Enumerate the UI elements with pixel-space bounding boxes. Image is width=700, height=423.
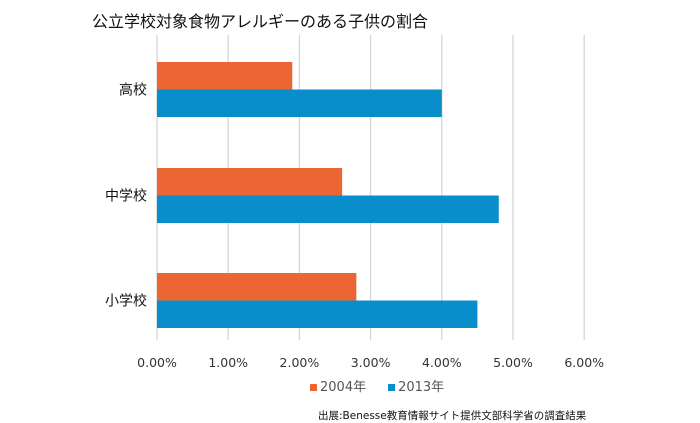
x-tick-label: 5.00% <box>493 355 533 370</box>
chart-title: 公立学校対象食物アレルギーのある子供の割合 <box>92 12 429 31</box>
x-tick-label: 3.00% <box>351 355 391 370</box>
legend-label: 2004年 <box>320 380 367 395</box>
legend: 2004年 2013年 <box>310 376 444 395</box>
legend-swatch <box>310 384 317 391</box>
bar-2004年-中学校 <box>157 168 343 196</box>
legend-item-2013: 2013年 <box>388 376 444 395</box>
legend-item-2004: 2004年 <box>310 376 366 395</box>
x-tick-label: 2.00% <box>280 355 320 370</box>
bar-2013年-高校 <box>157 89 442 117</box>
bar-2013年-中学校 <box>157 195 499 223</box>
category-label: 中学校 <box>105 188 147 205</box>
legend-label: 2013年 <box>398 380 445 395</box>
bar-2004年-高校 <box>157 62 293 90</box>
x-tick-label: 0.00% <box>137 355 177 370</box>
x-tick-label: 6.00% <box>564 355 604 370</box>
category-label: 小学校 <box>105 293 147 310</box>
x-tick-label: 1.00% <box>208 355 248 370</box>
source-note: 出展:Benesse教育情報サイト提供文部科学省の調査結果 <box>318 410 587 422</box>
x-tick-label: 4.00% <box>422 355 462 370</box>
category-label: 高校 <box>119 82 147 99</box>
bar-2013年-小学校 <box>157 300 478 328</box>
bar-2004年-小学校 <box>157 273 357 301</box>
legend-swatch <box>388 384 396 391</box>
